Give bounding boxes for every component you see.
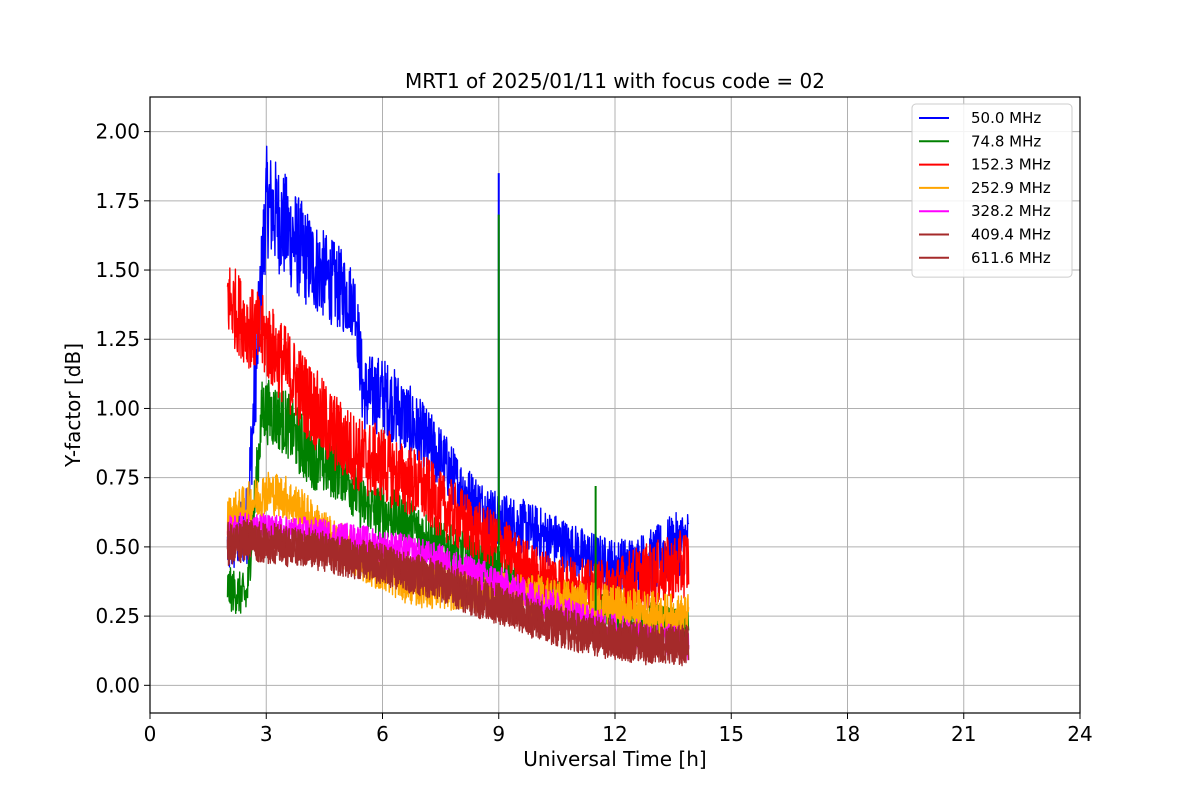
legend-label: 74.8 MHz: [971, 132, 1041, 150]
y-tick-label: 2.00: [95, 120, 140, 144]
x-tick-label: 6: [376, 722, 389, 746]
series-group: [226, 145, 690, 667]
x-tick-label: 21: [951, 722, 976, 746]
y-tick-label: 1.50: [95, 258, 140, 282]
y-tick-label: 0.00: [95, 673, 140, 697]
x-tick-label: 9: [492, 722, 505, 746]
legend-label: 409.4 MHz: [971, 226, 1051, 244]
x-tick-label: 0: [144, 722, 157, 746]
series-line-611-6-mhz: [226, 523, 690, 667]
legend-label: 611.6 MHz: [971, 249, 1051, 267]
y-tick-label: 0.50: [95, 535, 140, 559]
x-tick-label: 24: [1067, 722, 1092, 746]
x-tick-label: 15: [719, 722, 744, 746]
series-line-152-3-mhz: [226, 267, 690, 617]
legend: 50.0 MHz 74.8 MHz 152.3 MHz 252.9 MHz 328.2 …: [911, 103, 1073, 278]
legend-label: 50.0 MHz: [971, 109, 1041, 127]
x-axis: 0 3 6 9 12 15 18 21 24: [144, 713, 1093, 746]
y-tick-label: 1.00: [95, 396, 140, 420]
y-tick-label: 0.25: [95, 604, 140, 628]
y-axis: 0.00 0.25 0.50 0.75 1.00 1.25 1.50 1.75 2.00: [95, 120, 150, 697]
x-tick-label: 3: [260, 722, 273, 746]
y-axis-label: Y-factor [dB]: [61, 343, 85, 468]
x-tick-label: 12: [602, 722, 627, 746]
legend-label: 252.9 MHz: [971, 179, 1051, 197]
legend-label: 152.3 MHz: [971, 156, 1051, 174]
chart-title: MRT1 of 2025/01/11 with focus code = 02: [405, 69, 825, 93]
legend-label: 328.2 MHz: [971, 202, 1051, 220]
y-tick-label: 1.25: [95, 327, 140, 351]
x-tick-label: 18: [835, 722, 860, 746]
legend-box: [911, 103, 1073, 278]
y-tick-label: 1.75: [95, 189, 140, 213]
y-tick-label: 0.75: [95, 466, 140, 490]
x-axis-label: Universal Time [h]: [523, 747, 706, 771]
